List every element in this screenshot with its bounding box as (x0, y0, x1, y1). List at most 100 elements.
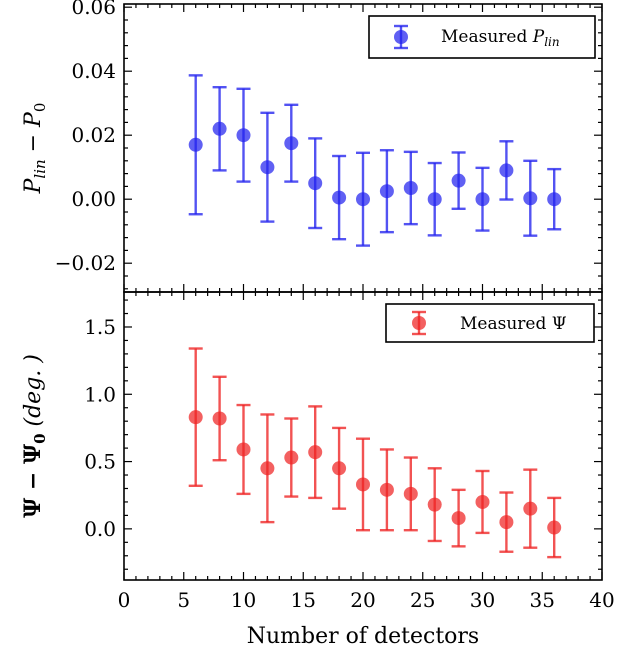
data-point (236, 403, 251, 496)
marker (188, 137, 203, 152)
marker (332, 190, 347, 205)
legend-top: Measured Plin (368, 15, 596, 59)
panel-angle: 0.00.51.01.50 5 10 15 20 25 30 35 40 Measured Ψ … (20, 291, 615, 649)
marker (284, 450, 299, 465)
marker (308, 445, 323, 460)
data-point (356, 437, 370, 532)
marker (379, 184, 394, 199)
y-tick-label: 0.02 (71, 123, 116, 147)
marker (308, 176, 323, 191)
data-point (308, 137, 323, 230)
marker (523, 191, 538, 206)
y-tick-label: 0.06 (71, 0, 116, 19)
marker (451, 511, 466, 526)
x-tick-label: 25 (410, 588, 435, 612)
x-tick-label: 5 (177, 588, 190, 612)
y-tick-label: 0.5 (84, 450, 116, 474)
marker (403, 486, 418, 501)
y-tick-label: 0.00 (71, 187, 116, 211)
marker (427, 192, 442, 207)
data-point (260, 111, 275, 223)
marker (260, 160, 275, 175)
legend-label: Measured Ψ (460, 314, 567, 334)
legend-marker (394, 24, 408, 50)
x-tick-label: 15 (291, 588, 316, 612)
x-tick-label: 40 (589, 588, 614, 612)
marker (499, 163, 514, 178)
data-point (403, 150, 418, 226)
y-axis-label-bottom: Ψ − Ψ0 (deg. ) (20, 354, 49, 518)
marker (547, 520, 562, 535)
data-point (523, 468, 538, 549)
legend-label: Measured Plin (441, 27, 560, 49)
y-tick-label: −0.02 (55, 251, 116, 275)
marker (284, 136, 299, 151)
marker (236, 128, 251, 143)
data-point (547, 167, 562, 231)
data-point (188, 347, 203, 487)
data-point (308, 405, 323, 500)
marker (379, 482, 394, 497)
legend-dot (394, 30, 408, 44)
y-tick-label: 0.04 (71, 59, 116, 83)
legend-bottom: Measured Ψ (385, 303, 595, 343)
series-plin (188, 74, 562, 247)
data-point (332, 154, 347, 241)
data-point (451, 151, 466, 211)
marker (356, 192, 370, 207)
marker (403, 181, 418, 195)
marker (451, 173, 466, 188)
data-point (427, 161, 442, 237)
series-psi (188, 347, 562, 559)
marker (499, 515, 514, 530)
data-point (188, 74, 203, 216)
marker (547, 192, 562, 207)
x-tick-label: 10 (231, 588, 256, 612)
marker (356, 477, 370, 492)
marker (475, 494, 490, 509)
y-tick-label: 0.0 (84, 517, 116, 541)
y-tick-label: 1.5 (84, 315, 116, 339)
marker (523, 501, 538, 516)
marker (475, 192, 490, 207)
data-point (379, 448, 394, 532)
data-point (236, 87, 251, 183)
data-point (475, 469, 490, 535)
data-point (212, 85, 227, 172)
data-point (212, 375, 227, 462)
x-tick-label: 20 (350, 588, 375, 612)
marker (260, 461, 275, 476)
x-tick-label: 35 (530, 588, 555, 612)
legend-marker (412, 310, 426, 336)
marker (212, 411, 227, 426)
panel-polarization: −0.02 0.00 0.02 0.04 0.06 Measured Plin Plin… (21, 0, 603, 293)
marker (188, 410, 203, 425)
legend-dot (412, 316, 426, 330)
data-point (379, 149, 394, 234)
marker (332, 461, 347, 476)
x-tick-label: 30 (470, 588, 495, 612)
data-point (284, 103, 299, 183)
data-point (284, 417, 299, 498)
data-point (499, 140, 514, 201)
data-point (451, 488, 466, 548)
y-tick-label: 1.0 (84, 382, 116, 406)
y-axis-ticks-top: −0.02 0.00 0.02 0.04 0.06 (55, 0, 603, 292)
marker (212, 121, 227, 136)
data-point (260, 413, 275, 524)
data-point (523, 159, 538, 237)
data-point (403, 456, 418, 532)
data-point (475, 166, 490, 232)
data-point (499, 491, 514, 553)
x-tick-label: 0 (118, 588, 131, 612)
data-point (427, 467, 442, 543)
axis-ticks-bottom: 0.0 0.5 1.0 1.5 0 5 10 15 20 25 30 35 40 (84, 292, 615, 612)
x-axis-label: Number of detectors (247, 624, 479, 649)
data-point (547, 496, 562, 559)
y-axis-label-top: Plin − P0 (21, 103, 49, 195)
data-point (356, 151, 370, 247)
marker (236, 442, 251, 457)
data-point (332, 426, 347, 510)
marker (427, 497, 442, 512)
